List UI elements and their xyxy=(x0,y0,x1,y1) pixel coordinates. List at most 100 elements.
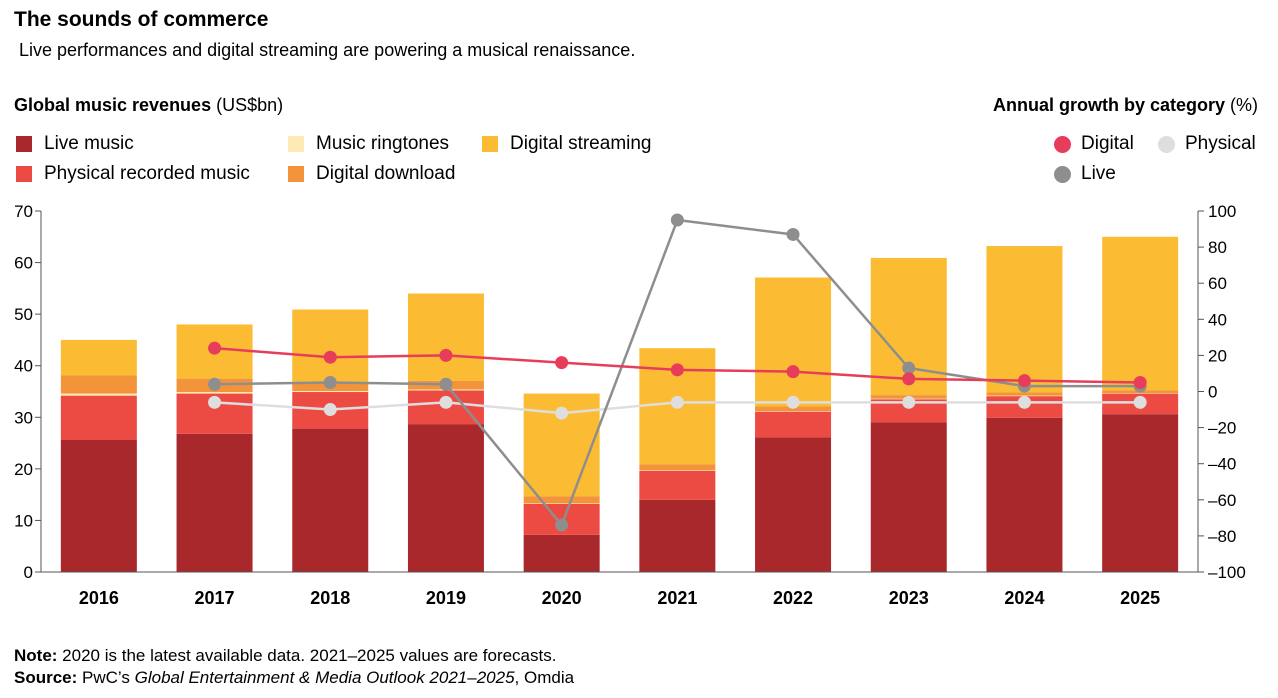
bar-digital-streaming-2016 xyxy=(60,339,137,376)
left-tick-label-60: 60 xyxy=(14,254,33,273)
point-physical-2022 xyxy=(786,395,800,409)
right-tick-label--80: –80 xyxy=(1208,527,1236,546)
bar-music-ringtones-2017 xyxy=(176,392,253,394)
bar-music-ringtones-2016 xyxy=(60,393,137,396)
x-tick-label-2018: 2018 xyxy=(310,588,350,608)
x-tick-label-2020: 2020 xyxy=(542,588,582,608)
growth-lines-group xyxy=(208,213,1147,532)
point-live-2019 xyxy=(439,377,453,391)
point-live-2017 xyxy=(208,377,222,391)
right-tick-label-20: 20 xyxy=(1208,346,1227,365)
bar-physical-recorded-music-2022 xyxy=(755,411,832,438)
bar-music-ringtones-2022 xyxy=(755,411,832,412)
right-axis-heading-bold: Annual growth by category xyxy=(992,95,1225,115)
x-tick-label-2023: 2023 xyxy=(889,588,929,608)
point-digital-2025 xyxy=(1133,375,1147,389)
point-digital-2018 xyxy=(323,350,337,364)
point-physical-2017 xyxy=(208,395,222,409)
bar-live-music-2023 xyxy=(870,422,947,572)
right-tick-label-80: 80 xyxy=(1208,238,1227,257)
left-tick-label-0: 0 xyxy=(24,563,33,582)
legend-dot-live xyxy=(1054,165,1071,183)
point-digital-2023 xyxy=(902,372,916,386)
note-text: 2020 is the latest available data. 2021–… xyxy=(57,646,557,665)
point-physical-2021 xyxy=(670,395,684,409)
bar-live-music-2019 xyxy=(407,424,484,572)
point-physical-2019 xyxy=(439,395,453,409)
legend-swatch-music-ringtones xyxy=(288,136,304,152)
bar-live-music-2021 xyxy=(639,499,716,572)
bar-digital-download-2024 xyxy=(986,392,1063,396)
point-physical-2020 xyxy=(555,406,569,420)
chart-subtitle: Live performances and digital streaming … xyxy=(19,40,636,60)
point-digital-2024 xyxy=(1017,374,1031,388)
bar-music-ringtones-2018 xyxy=(292,390,369,393)
legend-label-live: Live xyxy=(1081,163,1116,184)
bar-live-music-2016 xyxy=(60,439,137,572)
bar-physical-recorded-music-2016 xyxy=(60,395,137,440)
bar-live-music-2020 xyxy=(523,534,600,572)
bar-live-music-2024 xyxy=(986,417,1063,572)
bar-live-music-2018 xyxy=(292,428,369,572)
bar-digital-streaming-2024 xyxy=(986,246,1063,393)
right-axis-heading-unit: (%) xyxy=(1225,95,1258,115)
source-text-1: PwC’s xyxy=(77,668,135,687)
legend-dot-physical xyxy=(1158,135,1175,153)
legend-item-digital-growth: Digital xyxy=(1054,133,1134,155)
legend-label-digital-streaming: Digital streaming xyxy=(510,133,652,154)
x-tick-label-2016: 2016 xyxy=(79,588,119,608)
note-line: Note: 2020 is the latest available data.… xyxy=(14,645,574,667)
left-tick-label-40: 40 xyxy=(14,357,33,376)
right-tick-label-100: 100 xyxy=(1208,202,1236,221)
point-digital-2022 xyxy=(786,365,800,379)
legend-item-live-growth: Live xyxy=(1054,163,1116,185)
x-tick-label-2022: 2022 xyxy=(773,588,813,608)
right-axis-heading: Annual growth by category (%) xyxy=(993,95,1258,116)
point-live-2023 xyxy=(902,361,916,375)
bar-digital-streaming-2022 xyxy=(755,277,832,407)
legend-item-digital-download: Digital download xyxy=(288,163,455,185)
left-axis-heading: Global music revenues (US$bn) xyxy=(14,95,283,116)
legend-label-music-ringtones: Music ringtones xyxy=(316,133,450,154)
legend-swatch-live-music xyxy=(16,136,32,152)
legend-label-digital-download: Digital download xyxy=(316,163,456,184)
source-publication: Global Entertainment & Media Outlook 202… xyxy=(134,668,515,687)
legend-item-music-ringtones: Music ringtones xyxy=(288,133,449,155)
right-tick-label-0: 0 xyxy=(1208,383,1217,402)
right-tick-label-60: 60 xyxy=(1208,274,1227,293)
point-physical-2018 xyxy=(323,403,337,417)
point-digital-2019 xyxy=(439,348,453,362)
point-physical-2025 xyxy=(1133,395,1147,409)
bar-live-music-2022 xyxy=(755,437,832,572)
left-tick-label-20: 20 xyxy=(14,460,33,479)
point-live-2021 xyxy=(670,213,684,227)
point-digital-2020 xyxy=(555,356,569,370)
x-tick-label-2025: 2025 xyxy=(1120,588,1160,608)
bar-digital-download-2021 xyxy=(639,464,716,471)
legend-dot-digital xyxy=(1054,135,1071,153)
right-tick-label--60: –60 xyxy=(1208,491,1236,510)
point-digital-2017 xyxy=(208,341,222,355)
left-axis-heading-unit: (US$bn) xyxy=(211,95,284,115)
legend-item-physical-growth: Physical xyxy=(1158,133,1256,155)
point-live-2022 xyxy=(786,227,800,241)
left-tick-label-50: 50 xyxy=(14,305,33,324)
bar-digital-streaming-2018 xyxy=(292,309,369,383)
bar-digital-streaming-2025 xyxy=(1102,236,1179,391)
axes-group: 0 10 20 30 40 50 60 70 100 80 60 40 20 0 –20 –40 –60 –80 –… xyxy=(14,202,1246,608)
source-text-2: , Omdia xyxy=(514,668,575,687)
bar-digital-streaming-2019 xyxy=(407,293,484,381)
point-physical-2023 xyxy=(902,395,916,409)
x-tick-label-2019: 2019 xyxy=(426,588,466,608)
right-tick-label--40: –40 xyxy=(1208,455,1236,474)
x-tick-label-2024: 2024 xyxy=(1004,588,1044,608)
bar-music-ringtones-2025 xyxy=(1102,393,1179,394)
legend-swatch-physical-recorded-music xyxy=(16,166,32,182)
legend-item-physical-recorded-music: Physical recorded music xyxy=(16,163,250,185)
bar-physical-recorded-music-2023 xyxy=(870,399,947,423)
bar-physical-recorded-music-2021 xyxy=(639,470,716,500)
bar-live-music-2025 xyxy=(1102,414,1179,572)
legend-item-live-music: Live music xyxy=(16,133,134,155)
bar-digital-download-2020 xyxy=(523,496,600,504)
